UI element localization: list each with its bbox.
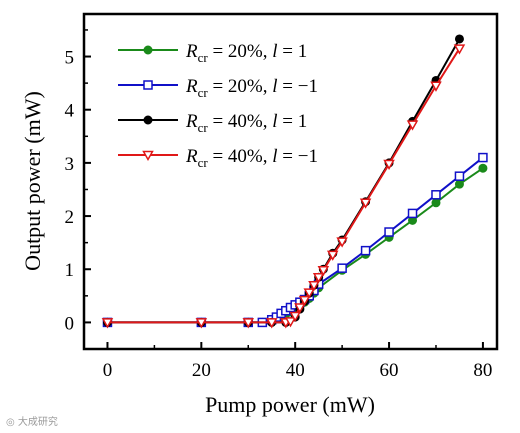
data-point <box>284 317 297 328</box>
legend-entry-2: Rcr = 20%, l = −1 <box>118 76 318 100</box>
data-point <box>359 198 372 209</box>
data-point <box>384 227 394 237</box>
y-tick-label: 5 <box>65 48 75 69</box>
data-point <box>360 245 371 256</box>
series-layer <box>101 34 488 329</box>
data-point <box>453 44 466 55</box>
legend-entry-1: Rcr = 20%, l = 1 <box>118 41 307 65</box>
series-4 <box>101 44 466 329</box>
data-point <box>454 171 465 181</box>
y-axis: 0 1 2 3 4 5 <box>65 29 91 334</box>
data-point <box>289 311 301 323</box>
y-tick-label: 4 <box>65 101 75 122</box>
x-tick-label: 80 <box>473 360 492 381</box>
data-point <box>308 280 320 292</box>
data-point <box>431 198 441 208</box>
legend-marker <box>143 80 153 90</box>
data-point <box>265 318 278 329</box>
watermark-logo: ◎ 大成研究 <box>6 417 58 428</box>
y-tick-label: 1 <box>65 260 75 281</box>
data-point <box>431 190 441 200</box>
data-point <box>478 152 488 163</box>
legend-label: Rcr = 20%, l = 1 <box>185 41 307 65</box>
y-tick-label: 3 <box>65 154 75 175</box>
data-point <box>337 263 347 273</box>
legend-entry-3: Rcr = 40%, l = 1 <box>118 111 307 135</box>
x-tick-label: 40 <box>286 360 305 381</box>
legend-entry-4: Rcr = 40%, l = −1 <box>118 146 318 170</box>
x-tick-label: 20 <box>192 360 211 381</box>
data-point <box>326 250 339 261</box>
y-tick-label: 2 <box>65 207 75 228</box>
data-point <box>317 266 330 277</box>
data-point <box>242 318 255 329</box>
data-point <box>312 272 325 284</box>
legend-marker <box>143 45 153 55</box>
legend: Rcr = 20%, l = 1 Rcr = 20%, l = −1 Rcr = 4… <box>118 41 318 170</box>
plot-area <box>82 12 499 351</box>
data-point <box>336 237 348 248</box>
data-point <box>195 318 208 329</box>
x-tick-label: 60 <box>380 360 399 381</box>
data-point <box>454 179 464 189</box>
data-point <box>478 163 488 173</box>
data-point <box>303 288 316 299</box>
legend-label: Rcr = 40%, l = −1 <box>185 146 318 170</box>
legend-marker <box>142 150 154 162</box>
data-point <box>406 120 419 131</box>
legend-marker <box>143 115 153 125</box>
x-axis: 0 20 40 60 80 <box>103 342 492 381</box>
legend-label: Rcr = 40%, l = 1 <box>185 111 307 135</box>
plot-frame <box>82 12 499 351</box>
x-axis-label: Pump power (mW) <box>205 392 375 417</box>
data-point <box>101 318 114 329</box>
x-tick-label: 0 <box>103 360 113 381</box>
data-point <box>407 208 418 219</box>
data-point <box>430 81 442 92</box>
data-point <box>383 159 395 170</box>
y-tick-label: 0 <box>65 313 75 334</box>
y-axis-label: Output power (mW) <box>20 91 45 271</box>
legend-label: Rcr = 20%, l = −1 <box>185 76 318 100</box>
data-point <box>454 34 464 44</box>
data-point <box>294 303 306 314</box>
series-2 <box>102 152 488 328</box>
data-point <box>298 295 311 307</box>
